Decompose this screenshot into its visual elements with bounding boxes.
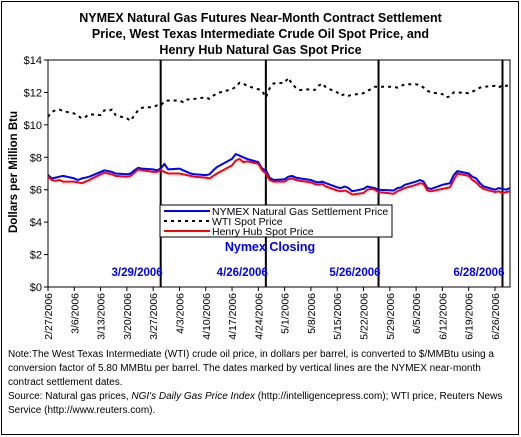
x-tick-label: 5/29/2006 xyxy=(385,293,397,340)
plot-area-border xyxy=(47,59,511,288)
x-tick-label: 4/17/2006 xyxy=(227,293,239,340)
series-line-nymex-natural-gas-settlement-price xyxy=(47,153,511,193)
chart-title-line-1: NYMEX Natural Gas Futures Near-Month Con… xyxy=(79,11,442,25)
axes xyxy=(47,59,511,288)
source-prefix: Source: Natural gas prices, xyxy=(8,391,132,402)
y-tick-label: $14 xyxy=(24,55,42,67)
y-tick-label: $2 xyxy=(30,250,42,262)
y-tick-label: $12 xyxy=(24,87,42,99)
x-tick-label: 6/19/2006 xyxy=(464,293,476,340)
x-tick-label: 4/3/2006 xyxy=(174,293,186,334)
closing-date-label: 4/26/2006 xyxy=(217,267,268,279)
y-axis-title: Dollars per Million Btu xyxy=(8,111,20,233)
closing-date-label: 3/29/2006 xyxy=(112,267,163,279)
chart-title-line-3: Henry Hub Natural Gas Spot Price xyxy=(159,43,362,57)
x-tick-label: 3/20/2006 xyxy=(122,293,134,340)
legend-label: WTI Spot Price xyxy=(212,216,283,228)
series-lines xyxy=(47,76,511,196)
x-tick-label: 5/8/2006 xyxy=(306,293,318,334)
x-tick-label: 3/6/2006 xyxy=(69,293,81,334)
x-tick-label: 3/27/2006 xyxy=(148,293,160,340)
x-tick-label: 5/1/2006 xyxy=(280,293,292,334)
note-text: Note:The West Texas Intermediate (WTI) c… xyxy=(8,349,494,388)
series-line-henry-hub-spot-price xyxy=(47,157,511,196)
y-tick-label: $6 xyxy=(30,185,42,197)
x-tick-label: 6/26/2006 xyxy=(490,293,502,340)
y-tick-label: $8 xyxy=(30,152,42,164)
legend-label: NYMEX Natural Gas Settlement Price xyxy=(212,206,388,218)
chart-note: Note:The West Texas Intermediate (WTI) c… xyxy=(8,348,516,418)
source-italic: NGI's Daily Gas Price Index xyxy=(131,391,256,402)
chart-title: NYMEX Natural Gas Futures Near-Month Con… xyxy=(0,10,521,58)
x-ticks: 2/27/2006 3/6/2006 3/13/2006 3/20/2006 3/27/… xyxy=(43,287,502,340)
y-tick-label: $0 xyxy=(30,282,42,294)
closing-date-label: 5/26/2006 xyxy=(329,267,380,279)
y-tick-label: $10 xyxy=(24,120,42,132)
x-tick-label: 5/22/2006 xyxy=(359,293,371,340)
x-tick-label: 6/12/2006 xyxy=(437,293,449,340)
x-tick-label: 3/13/2006 xyxy=(96,293,108,340)
source-text: Source: Natural gas prices, NGI's Daily … xyxy=(8,390,516,418)
x-tick-label: 6/5/2006 xyxy=(411,293,423,334)
x-tick-label: 5/15/2006 xyxy=(332,293,344,340)
y-ticks: $0 $2 $4 $6 $8 $10 $12 $14 xyxy=(24,55,48,294)
x-tick-label: 4/24/2006 xyxy=(253,293,265,340)
source-suffix: (http://intelligencepress.com); WTI pric… xyxy=(8,391,503,416)
x-tick-label: 2/27/2006 xyxy=(43,293,55,340)
closing-date-label: 6/28/2006 xyxy=(453,267,504,279)
closing-label: Nymex Closing xyxy=(225,240,315,254)
chart-title-line-2: Price, West Texas Intermediate Crude Oil… xyxy=(91,27,430,41)
series-line-wti-spot-price xyxy=(47,76,511,122)
x-tick-label: 4/10/2006 xyxy=(201,293,213,340)
legend-label: Henry Hub Spot Price xyxy=(212,226,314,238)
y-tick-label: $4 xyxy=(30,217,42,229)
